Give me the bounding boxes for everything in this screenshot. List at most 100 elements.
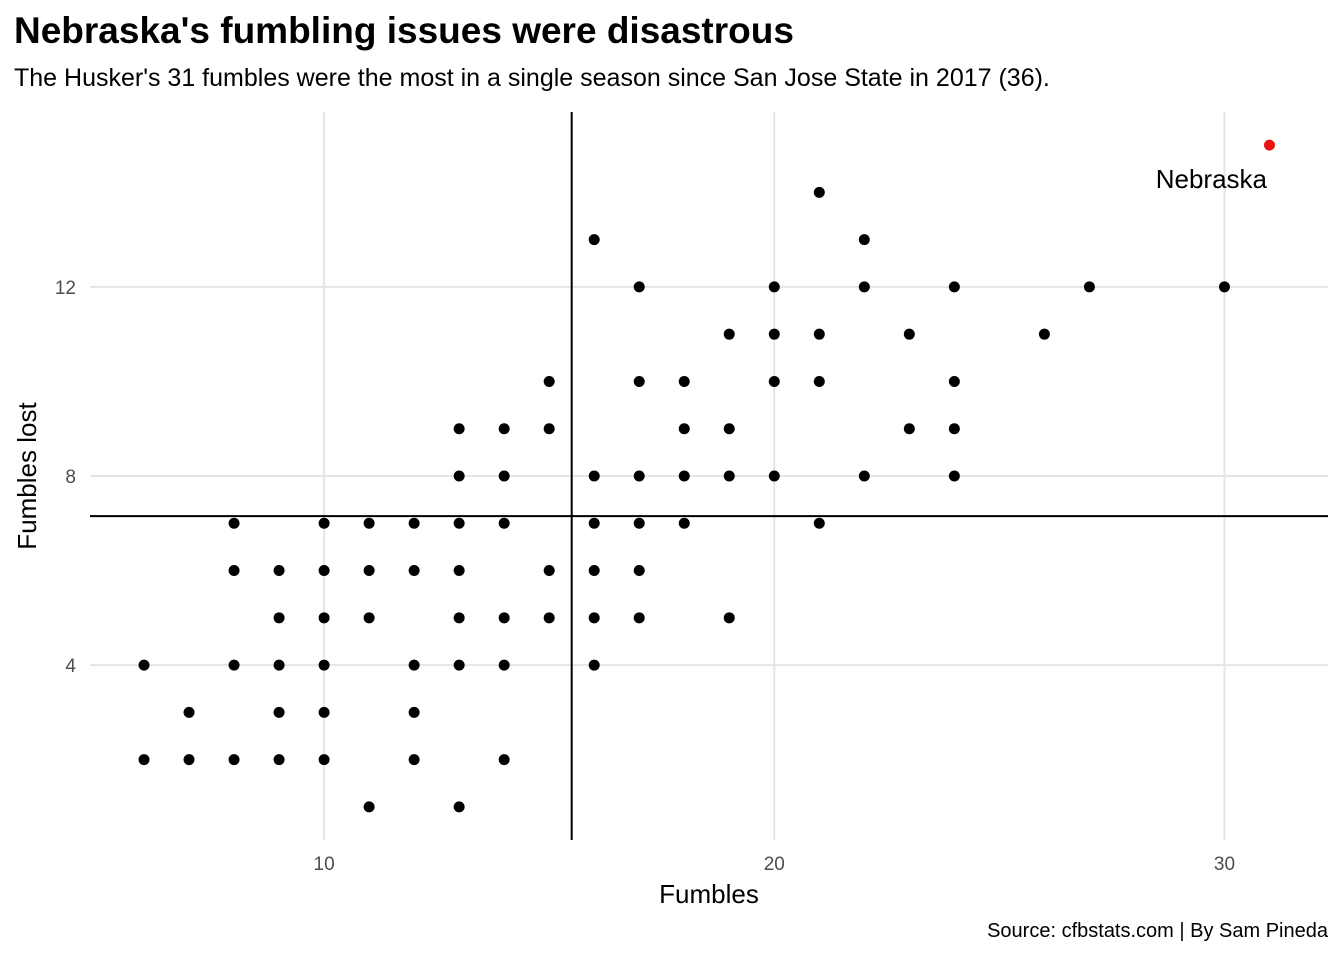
- data-point: [633, 612, 645, 624]
- data-point: [588, 612, 600, 624]
- data-points: [138, 139, 1275, 813]
- x-tick-label: 20: [764, 854, 785, 875]
- data-point: [588, 659, 600, 671]
- data-point: [228, 754, 240, 766]
- data-point: [408, 706, 420, 718]
- data-point: [948, 423, 960, 435]
- data-point: [633, 517, 645, 529]
- data-point: [453, 659, 465, 671]
- data-point: [498, 423, 510, 435]
- data-point: [678, 375, 690, 387]
- y-tick-label: 8: [65, 467, 76, 488]
- data-point: [363, 801, 375, 813]
- data-point: [633, 470, 645, 482]
- grid-lines: [90, 112, 1328, 840]
- data-point: [588, 565, 600, 577]
- data-point: [813, 375, 825, 387]
- data-point: [903, 328, 915, 340]
- chart-caption: Source: cfbstats.com | By Sam Pineda: [987, 920, 1328, 942]
- data-point: [363, 517, 375, 529]
- data-point: [858, 470, 870, 482]
- data-point: [498, 612, 510, 624]
- data-point: [858, 234, 870, 246]
- data-point: [453, 612, 465, 624]
- data-point: [1218, 281, 1230, 293]
- data-point: [723, 328, 735, 340]
- y-axis-title: Fumbles lost: [12, 402, 42, 550]
- x-tick-label: 10: [314, 854, 335, 875]
- data-point: [318, 517, 330, 529]
- data-point: [633, 375, 645, 387]
- axis-ticks: 10 20 30 4 8 12: [55, 278, 1235, 875]
- data-point: [678, 517, 690, 529]
- data-point: [408, 659, 420, 671]
- data-point: [723, 470, 735, 482]
- data-point: [768, 470, 780, 482]
- data-point: [1083, 281, 1095, 293]
- data-point: [858, 281, 870, 293]
- data-point: [723, 612, 735, 624]
- data-point: [543, 612, 555, 624]
- data-point: [543, 565, 555, 577]
- data-point: [948, 470, 960, 482]
- data-point: [363, 612, 375, 624]
- data-point: [318, 706, 330, 718]
- data-point: [543, 423, 555, 435]
- data-point: [453, 517, 465, 529]
- data-point: [318, 659, 330, 671]
- data-point: [453, 470, 465, 482]
- data-point: [903, 423, 915, 435]
- y-tick-label: 4: [65, 656, 76, 677]
- y-tick-label: 12: [55, 278, 76, 299]
- data-point: [768, 375, 780, 387]
- data-point: [543, 375, 555, 387]
- data-point: [138, 659, 150, 671]
- data-point: [273, 754, 285, 766]
- data-point: [678, 470, 690, 482]
- x-axis-title: Fumbles: [659, 879, 759, 909]
- data-point: [678, 423, 690, 435]
- data-point: [498, 754, 510, 766]
- data-point: [408, 565, 420, 577]
- data-point: [588, 470, 600, 482]
- data-point: [408, 754, 420, 766]
- data-point: [813, 517, 825, 529]
- data-point: [498, 470, 510, 482]
- data-point: [1038, 328, 1050, 340]
- data-point: [228, 565, 240, 577]
- data-point: [588, 517, 600, 529]
- data-point: [813, 186, 825, 198]
- data-point: [453, 565, 465, 577]
- data-point: [273, 706, 285, 718]
- data-point: [273, 659, 285, 671]
- data-point: [633, 565, 645, 577]
- reference-lines: [90, 112, 1328, 840]
- data-point: [228, 517, 240, 529]
- nebraska-annotation: Nebraska: [1156, 164, 1268, 194]
- data-point: [453, 801, 465, 813]
- data-point: [948, 375, 960, 387]
- chart-subtitle: The Husker's 31 fumbles were the most in…: [14, 64, 1050, 92]
- data-point: [948, 281, 960, 293]
- data-point: [273, 612, 285, 624]
- data-point: [363, 565, 375, 577]
- data-point: [228, 659, 240, 671]
- data-point: [453, 423, 465, 435]
- data-point: [723, 423, 735, 435]
- data-point: [183, 754, 195, 766]
- data-point: [813, 328, 825, 340]
- data-point: [498, 659, 510, 671]
- data-point: [768, 281, 780, 293]
- data-point: [408, 517, 420, 529]
- data-point: [318, 754, 330, 766]
- data-point: [273, 565, 285, 577]
- data-point: [633, 281, 645, 293]
- data-point: [588, 234, 600, 246]
- data-point: [138, 754, 150, 766]
- data-point: [318, 612, 330, 624]
- data-point: [183, 706, 195, 718]
- data-point: [768, 328, 780, 340]
- chart-title: Nebraska's fumbling issues were disastro…: [14, 10, 794, 51]
- data-point: [498, 517, 510, 529]
